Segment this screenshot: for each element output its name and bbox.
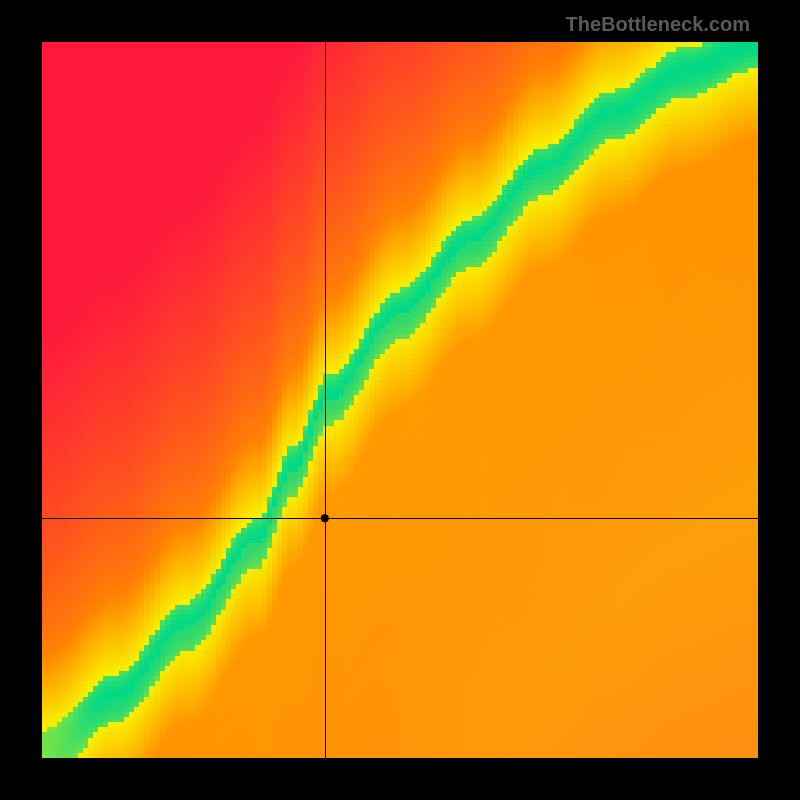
watermark-text: TheBottleneck.com <box>566 14 750 37</box>
chart-container: TheBottleneck.com <box>0 0 800 800</box>
bottleneck-heatmap <box>0 0 800 800</box>
